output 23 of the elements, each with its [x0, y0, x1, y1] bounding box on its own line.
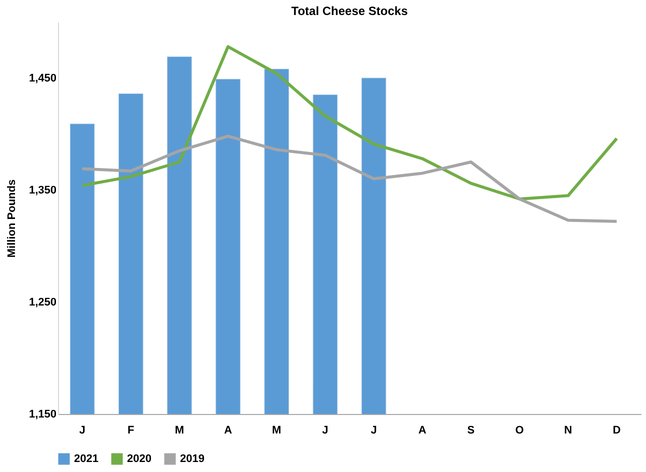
legend-label: 2021 [74, 453, 98, 465]
y-axis-title: Million Pounds [6, 179, 18, 258]
x-tick-label: O [515, 424, 524, 436]
line-series [80, 134, 618, 223]
line-series [80, 45, 618, 200]
legend-label: 2019 [180, 453, 204, 465]
x-tick-label: A [224, 424, 232, 436]
chart-title: Total Cheese Stocks [291, 4, 408, 18]
x-tick-label: N [564, 424, 572, 436]
x-tick-label: S [467, 424, 475, 436]
y-tick-label: 1,250 [28, 296, 56, 308]
y-tick-label: 1,450 [28, 72, 56, 84]
x-tick-label: J [370, 424, 377, 436]
x-tick-label: F [128, 424, 135, 436]
legend-label: 2020 [127, 453, 152, 465]
x-tick-label: M [272, 424, 282, 436]
y-tick-label: 1,350 [28, 184, 56, 196]
x-tick-label: M [174, 424, 184, 436]
x-tick-label: J [322, 424, 328, 436]
x-tick-label: J [79, 424, 86, 436]
y-tick-label: 1,150 [28, 408, 56, 420]
x-tick-label: A [418, 424, 426, 436]
x-tick-label: D [612, 424, 621, 436]
